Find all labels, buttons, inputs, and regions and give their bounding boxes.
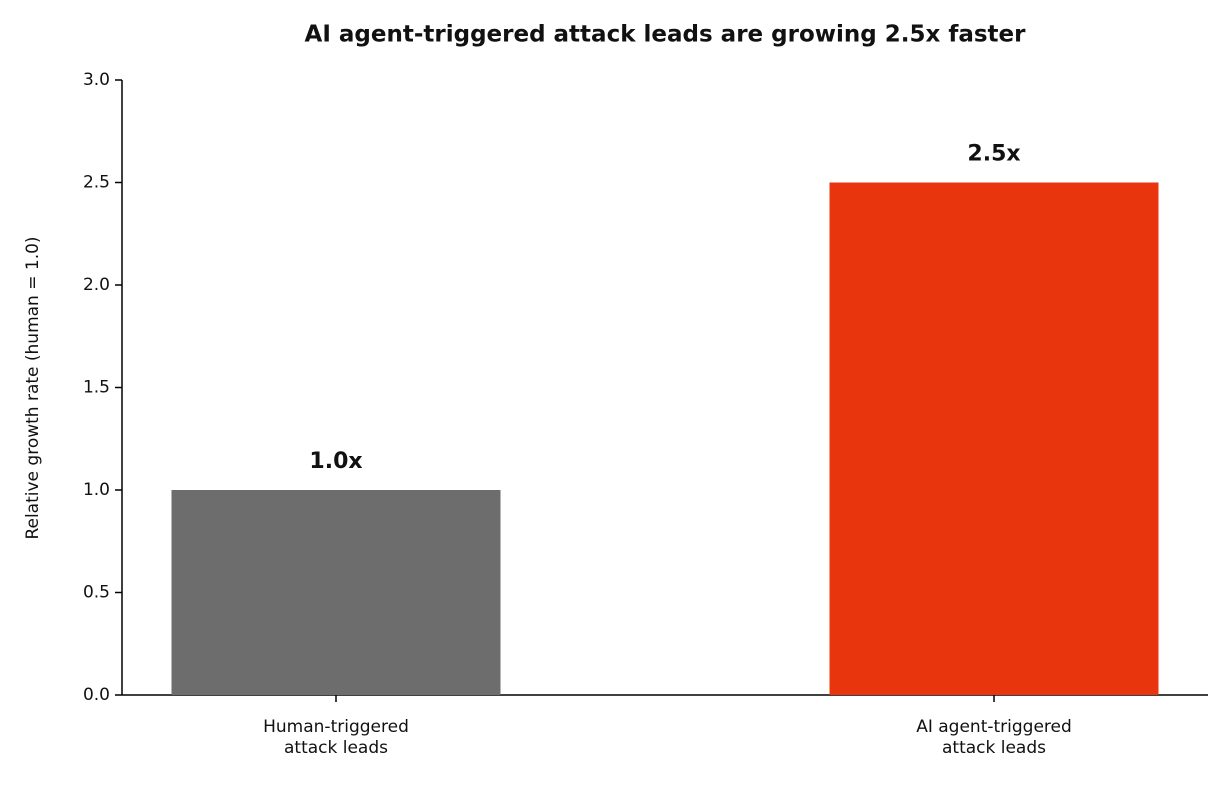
value-label: 2.5x (967, 142, 1020, 167)
bar (171, 490, 501, 695)
x-tick-label: Human-triggered attack leads (263, 717, 409, 758)
y-tick-label: 1.0 (83, 480, 110, 500)
y-tick-label: 0.5 (83, 583, 110, 603)
chart-title: AI agent-triggered attack leads are grow… (305, 22, 1027, 48)
y-axis-label: Relative growth rate (human = 1.0) (23, 236, 43, 539)
y-tick-label: 1.5 (83, 378, 110, 398)
y-tick-label: 0.0 (83, 685, 110, 705)
y-tick-label: 2.0 (83, 275, 110, 295)
x-tick-label: AI agent-triggered attack leads (916, 717, 1072, 758)
y-tick-label: 2.5 (83, 173, 110, 193)
y-tick-label: 3.0 (83, 70, 110, 90)
bar (829, 182, 1159, 695)
value-label: 1.0x (309, 449, 362, 474)
